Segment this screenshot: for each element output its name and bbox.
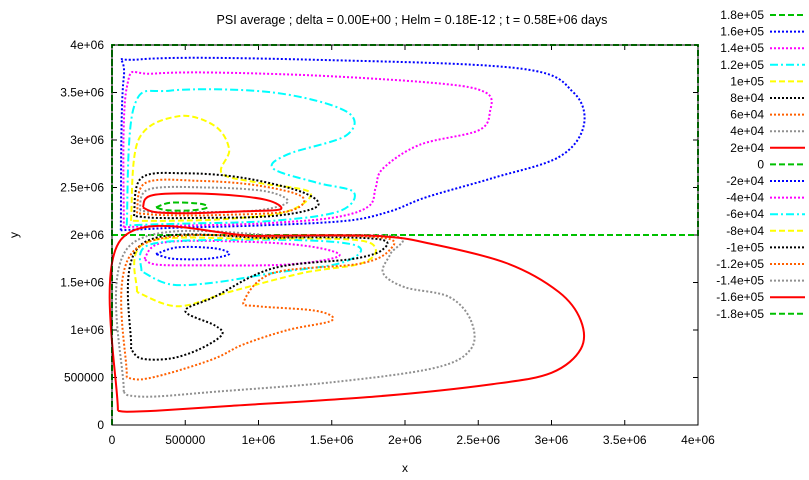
- y-tick-label: 4e+06: [70, 38, 104, 52]
- legend: 1.8e+05 1.6e+05 1.4e+05 1.2e+05 1e+05 8e+04 6e…: [716, 8, 805, 321]
- legend-entry-label: 1.2e+05: [720, 58, 764, 72]
- legend-entry-label: -1.8e+05: [716, 307, 764, 321]
- y-tick-label: 0: [97, 418, 104, 432]
- contour-line: [133, 236, 377, 308]
- x-tick-label: 1e+06: [242, 433, 276, 447]
- contour-line: [138, 238, 363, 287]
- contour-line: [125, 88, 356, 227]
- y-tick-label: 1e+06: [70, 323, 104, 337]
- x-tick-label: 2.5e+06: [456, 433, 500, 447]
- legend-entry-label: 2e+04: [730, 141, 764, 155]
- y-tick-label: 2e+06: [70, 228, 104, 242]
- y-tick-label: 3e+06: [70, 133, 104, 147]
- y-axis-ticks: 0 500000 1e+06 1.5e+06 2e+06 2.5e+06 3e+06 3.5e…: [60, 38, 698, 432]
- legend-entry-label: 6e+04: [730, 108, 764, 122]
- x-tick-label: 3.5e+06: [603, 433, 647, 447]
- legend-entry-label: 1.4e+05: [720, 41, 764, 55]
- x-tick-label: 2e+06: [388, 433, 422, 447]
- x-tick-label: 3e+06: [535, 433, 569, 447]
- chart-title: PSI average ; delta = 0.00E+00 ; Helm = …: [217, 13, 608, 27]
- contour-line: [135, 178, 306, 217]
- x-tick-label: 500000: [165, 433, 205, 447]
- contour-line: [108, 224, 586, 413]
- contour-lines: [108, 44, 699, 425]
- y-tick-label: 1.5e+06: [60, 276, 104, 290]
- legend-entry-label: -1.6e+05: [716, 290, 764, 304]
- legend-entry-label: -1.4e+05: [716, 274, 764, 288]
- legend-entry-label: -4e+04: [726, 191, 764, 205]
- legend-entry-label: 1.6e+05: [720, 25, 764, 39]
- x-axis-label: x: [402, 461, 408, 475]
- legend-entry-label: 4e+04: [730, 124, 764, 138]
- x-tick-label: 0: [109, 433, 116, 447]
- contour-line: [130, 114, 312, 222]
- x-tick-label: 1.5e+06: [310, 433, 354, 447]
- legend-entry-label: -2e+04: [726, 174, 764, 188]
- contour-line: [141, 192, 283, 215]
- legend-entry-label: -1.2e+05: [716, 257, 764, 271]
- legend-entry-label: 8e+04: [730, 91, 764, 105]
- legend-entry-label: 1.8e+05: [720, 8, 764, 22]
- contour-line: [122, 70, 493, 229]
- legend-entry-label: -8e+04: [726, 224, 764, 238]
- y-axis-label: y: [7, 232, 21, 238]
- contour-line: [155, 201, 209, 212]
- x-axis-ticks: 0 500000 1e+06 1.5e+06 2e+06 2.5e+06 3e+06 3.5e…: [109, 45, 715, 447]
- y-tick-label: 2.5e+06: [60, 181, 104, 195]
- legend-entry-label: -6e+04: [726, 207, 764, 221]
- contour-line: [155, 245, 231, 261]
- contour-line: [126, 233, 389, 361]
- legend-entry-label: 1e+05: [730, 74, 764, 88]
- y-tick-label: 500000: [64, 371, 104, 385]
- contour-line: [119, 56, 586, 232]
- legend-entry-label: -1e+05: [726, 240, 764, 254]
- contour-line: [133, 171, 320, 220]
- plot-frame: [111, 44, 699, 426]
- legend-entry-label: 0: [757, 157, 764, 171]
- x-tick-label: 4e+06: [681, 433, 715, 447]
- y-tick-label: 3.5e+06: [60, 86, 104, 100]
